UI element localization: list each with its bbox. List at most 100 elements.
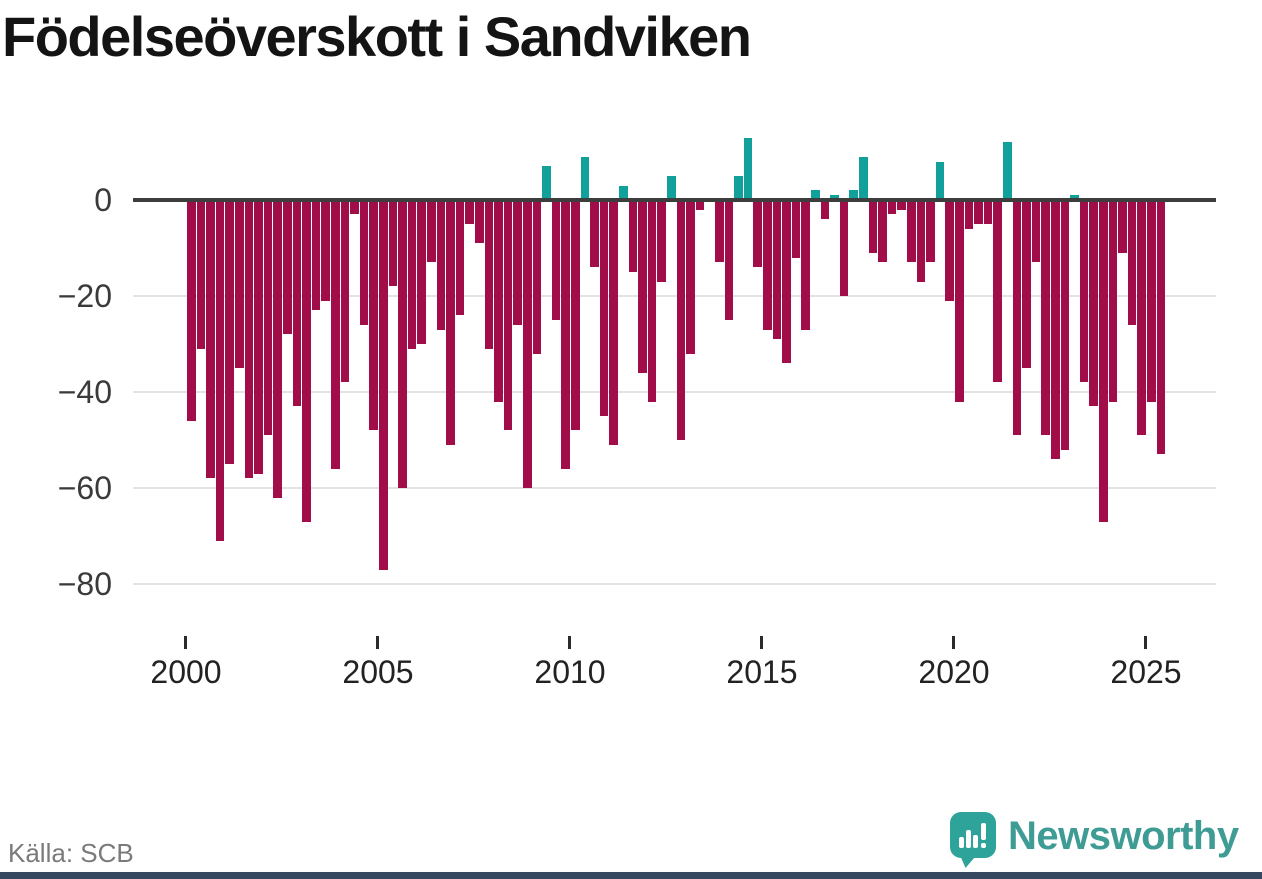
bar-8	[263, 200, 273, 436]
bar-97	[1118, 200, 1127, 253]
bar-100	[1147, 200, 1156, 402]
bar-33	[503, 200, 513, 431]
logo-bar-small-icon	[959, 837, 964, 848]
bar-83	[983, 200, 993, 224]
bar-19	[369, 200, 378, 431]
bar-73	[887, 200, 897, 215]
bar-43	[599, 200, 609, 416]
bar-78	[935, 161, 945, 200]
footer-accent-bar	[0, 872, 1262, 879]
bar-6	[244, 200, 254, 479]
bar-84	[993, 200, 1002, 383]
bar-28	[455, 200, 465, 316]
y-tick-label-40: −40	[57, 374, 112, 410]
logo-bar-tall-icon	[966, 830, 971, 848]
x-tick-2005	[376, 636, 379, 649]
bar-72	[878, 200, 887, 263]
bar-77	[926, 200, 935, 263]
bar-16	[340, 200, 350, 383]
x-tick-label-2010: 2010	[534, 654, 606, 690]
bar-23	[407, 200, 417, 349]
bar-46	[628, 200, 638, 272]
bar-5	[235, 200, 244, 368]
bar-10	[283, 200, 292, 335]
bar-21	[388, 200, 398, 287]
bar-59	[753, 200, 762, 268]
bar-47	[638, 200, 647, 373]
source-caption: Källa: SCB	[8, 838, 134, 868]
bar-52	[686, 200, 695, 354]
bar-79	[945, 200, 954, 301]
x-tick-label-2005: 2005	[342, 654, 414, 690]
bar-93	[1079, 200, 1089, 383]
bar-35	[523, 200, 532, 488]
bar-30	[475, 200, 484, 244]
bar-56	[724, 200, 734, 320]
bar-90	[1051, 200, 1060, 460]
gridline-minus20	[133, 295, 1216, 297]
x-tick-2025	[1144, 636, 1147, 649]
bar-95	[1099, 200, 1108, 522]
bar-94	[1089, 200, 1098, 407]
bar-15	[331, 200, 340, 469]
bar-18	[359, 200, 369, 325]
bar-70	[859, 156, 868, 200]
y-tick-label-20: −20	[57, 278, 112, 314]
bar-26	[436, 200, 446, 330]
bar-60	[763, 200, 772, 330]
bar-74	[897, 200, 906, 210]
bar-1	[196, 200, 206, 349]
bar-27	[446, 200, 455, 445]
gridline-minus80	[133, 583, 1216, 585]
bar-41	[580, 156, 590, 200]
y-tick-label-80: −80	[57, 566, 112, 602]
bar-55	[715, 200, 724, 263]
bar-64	[801, 200, 810, 330]
bar-53	[695, 200, 705, 210]
bar-3	[215, 200, 225, 541]
x-tick-2000	[184, 636, 187, 649]
bar-34	[513, 200, 522, 325]
bar-32	[494, 200, 503, 402]
plot-area	[133, 130, 1216, 600]
bar-40	[571, 200, 580, 431]
logo-speech-tail-icon	[956, 854, 978, 868]
newsworthy-logo-icon	[950, 812, 996, 858]
gridline-minus60	[133, 487, 1216, 489]
bar-58	[743, 137, 753, 200]
y-tick-label-0: 0	[94, 182, 112, 218]
bar-50	[667, 176, 676, 200]
bar-85	[1003, 142, 1012, 200]
bar-12	[302, 200, 311, 522]
bar-51	[676, 200, 686, 440]
bar-9	[273, 200, 282, 498]
bar-39	[561, 200, 570, 469]
bar-25	[427, 200, 436, 263]
bar-22	[398, 200, 407, 488]
bar-44	[609, 200, 618, 445]
bar-0	[187, 200, 196, 421]
zero-baseline	[133, 198, 1216, 202]
bar-48	[647, 200, 657, 402]
bar-37	[542, 166, 551, 200]
bar-75	[907, 200, 916, 263]
bar-61	[772, 200, 782, 340]
x-tick-2015	[760, 636, 763, 649]
bar-13	[311, 200, 321, 311]
bar-69	[849, 190, 858, 200]
bar-67	[830, 195, 839, 200]
newsworthy-wordmark: Newsworthy	[1008, 814, 1239, 858]
x-tick-label-2025: 2025	[1110, 654, 1182, 690]
bar-24	[417, 200, 426, 344]
logo-exclamation-dot-icon	[981, 843, 986, 848]
bar-66	[820, 200, 830, 220]
bar-29	[465, 200, 474, 224]
x-tick-label-2015: 2015	[726, 654, 798, 690]
bar-63	[791, 200, 801, 258]
bar-92	[1070, 195, 1079, 200]
y-tick-label-60: −60	[57, 470, 112, 506]
logo-bar-medium-icon	[973, 835, 978, 848]
bar-57	[734, 176, 743, 200]
page-title: Födelseöverskott i Sandviken	[2, 5, 752, 68]
